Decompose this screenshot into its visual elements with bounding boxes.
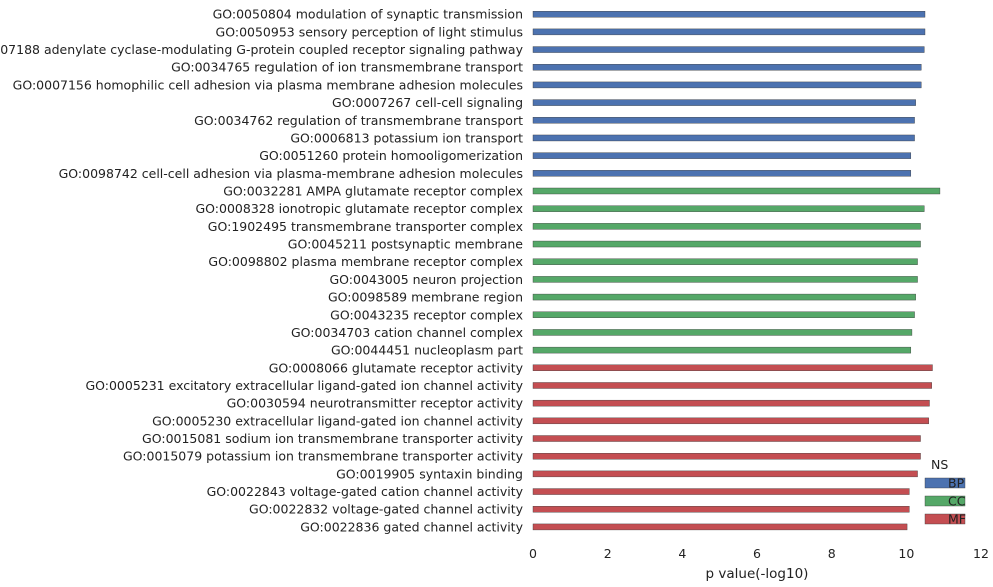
category-label: GO:1902495 transmembrane transporter com… (208, 219, 523, 234)
legend-swatch-bp (924, 477, 966, 489)
category-label: GO:0034765 regulation of ion transmembra… (171, 60, 523, 75)
bar-19 (532, 329, 913, 336)
bar-25 (532, 435, 921, 442)
category-label: GO:0098802 plasma membrane receptor comp… (208, 254, 523, 269)
x-axis-ticks: 0 2 4 6 8 10 12 (529, 546, 989, 561)
category-label: GO:0007188 adenylate cyclase-modulating … (0, 42, 524, 57)
category-label: GO:0005230 extracellular ligand-gated io… (152, 413, 524, 428)
x-tick-label: 6 (753, 546, 761, 561)
legend-title: NS (931, 457, 948, 472)
bar-3 (532, 46, 925, 53)
bar-6 (532, 99, 916, 106)
category-label: GO:0045211 postsynaptic membrane (288, 237, 524, 252)
bar-20 (532, 346, 912, 354)
bar-16 (532, 276, 918, 283)
category-label: GO:0022832 voltage-gated channel activit… (249, 502, 524, 517)
category-label: GO:0034762 regulation of transmembrane t… (194, 113, 523, 128)
category-label: GO:0015079 potassium ion transmembrane t… (123, 449, 524, 464)
bar-11 (532, 187, 941, 195)
x-tick-label: 8 (828, 546, 836, 561)
bar-30 (532, 523, 908, 531)
bar-14 (532, 240, 921, 248)
category-label: GO:0032281 AMPA glutamate receptor compl… (223, 184, 523, 199)
x-tick-label: 12 (973, 546, 989, 561)
category-label: GO:0022843 voltage-gated cation channel … (207, 484, 524, 499)
x-axis-title: p value(-log10) (706, 566, 809, 582)
category-label: GO:0051260 protein homooligomerization (259, 148, 523, 163)
bar-1 (532, 10, 926, 18)
bar-27 (532, 470, 918, 478)
category-label: GO:0098589 membrane region (328, 290, 523, 305)
bar-10 (532, 170, 912, 177)
legend-swatch-cc (924, 495, 966, 507)
category-label: GO:0098742 cell-cell adhesion via plasma… (59, 166, 523, 181)
x-tick-label: 0 (529, 546, 537, 561)
bar-24 (532, 417, 929, 425)
legend-label-cc: CC (948, 494, 966, 509)
bar-15 (532, 258, 918, 265)
bar-23 (532, 399, 930, 407)
legend-swatch-mf (924, 513, 966, 525)
category-label: GO:0043005 neuron projection (329, 272, 523, 287)
bar-7 (532, 117, 915, 124)
category-labels: GO:0050804 modulation of synaptic transm… (0, 7, 524, 535)
bar-13 (532, 223, 921, 230)
category-label: GO:0007267 cell-cell signaling (332, 95, 523, 110)
bar-2 (532, 28, 926, 36)
category-label: GO:0006813 potassium ion transport (290, 130, 523, 145)
category-label: GO:0044451 nucleoplasm part (331, 343, 523, 358)
bar-9 (532, 152, 912, 159)
category-label: GO:0008066 glutamate receptor activity (269, 360, 524, 375)
category-label: GO:0015081 sodium ion transmembrane tran… (142, 431, 524, 446)
category-label: GO:0019905 syntaxin binding (336, 466, 523, 481)
bar-12 (532, 205, 925, 212)
bar-17 (532, 293, 916, 301)
bar-8 (532, 134, 915, 142)
x-tick-label: 2 (604, 546, 612, 561)
x-tick-label: 4 (678, 546, 686, 561)
category-label: GO:0008328 ionotropic glutamate receptor… (196, 201, 524, 216)
category-label: GO:0043235 receptor complex (330, 307, 523, 322)
bar-5 (532, 81, 922, 89)
bar-21 (532, 364, 933, 371)
bar-4 (532, 64, 922, 71)
legend-label-bp: BP (948, 476, 965, 491)
bar-28 (532, 488, 910, 495)
bar-29 (532, 506, 910, 513)
category-label: GO:0050953 sensory perception of light s… (216, 24, 523, 39)
x-tick-label: 10 (898, 546, 914, 561)
category-label: GO:0005231 excitatory extracellular liga… (85, 378, 523, 393)
category-label: GO:0007156 homophilic cell adhesion via … (13, 77, 523, 92)
category-label: GO:0022836 gated channel activity (300, 519, 523, 534)
category-label: GO:0050804 modulation of synaptic transm… (213, 7, 523, 22)
legend-label-mf: MF (948, 512, 966, 527)
bar-group (532, 10, 941, 531)
bar-22 (532, 382, 932, 389)
bar-26 (532, 453, 921, 460)
bar-18 (532, 311, 915, 318)
category-label: GO:0030594 neurotransmitter receptor act… (227, 396, 524, 411)
category-label: GO:0034703 cation channel complex (291, 325, 523, 340)
